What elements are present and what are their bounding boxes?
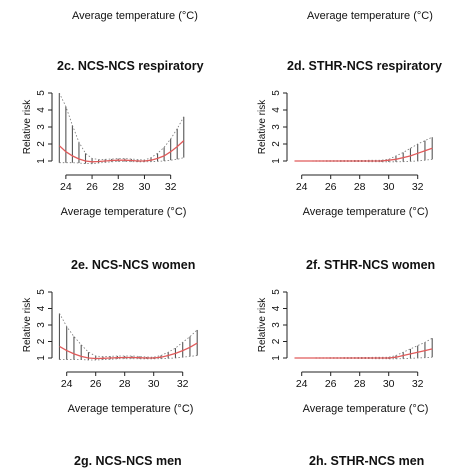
- x-axis-label: Average temperature (°C): [303, 403, 429, 415]
- x-tick-label: 28: [112, 181, 124, 193]
- x-tick-label: 28: [354, 181, 366, 193]
- panel-title-2c: 2c. NCS-NCS respiratory: [57, 59, 204, 73]
- y-tick-label: 4: [36, 305, 47, 311]
- panel-title-2e: 2e. NCS-NCS women: [71, 258, 196, 272]
- ci-lower-dotted: [294, 356, 433, 360]
- y-tick-label: 2: [36, 141, 47, 147]
- panel-title-2f: 2f. STHR-NCS women: [306, 258, 436, 272]
- y-tick-label: 3: [36, 124, 47, 130]
- panel-title-2d: 2d. STHR-NCS respiratory: [287, 59, 442, 73]
- y-tick-label: 4: [271, 107, 282, 113]
- x-tick-label: 24: [296, 378, 308, 390]
- x-tick-label: 26: [86, 181, 98, 193]
- y-axis-label: Relative risk: [22, 99, 33, 154]
- y-axis-label: Relative risk: [257, 99, 268, 154]
- rr-curve: [294, 147, 433, 162]
- x-tick-label: 30: [383, 181, 395, 193]
- y-tick-label: 1: [271, 355, 282, 361]
- rr-curve: [294, 348, 433, 359]
- x-tick-label: 26: [325, 181, 337, 193]
- top-x-axis-caption-right: Average temperature (°C): [307, 10, 433, 22]
- x-tick-label: 32: [177, 378, 189, 390]
- x-tick-label: 24: [296, 181, 308, 193]
- x-tick-label: 30: [383, 378, 395, 390]
- y-tick-label: 3: [36, 322, 47, 328]
- top-x-axis-caption-left: Average temperature (°C): [72, 10, 198, 22]
- panel-title-2g: 2g. NCS-NCS men: [74, 454, 182, 468]
- x-tick-label: 32: [412, 378, 424, 390]
- panel-title-2h: 2h. STHR-NCS men: [309, 454, 425, 468]
- y-tick-label: 3: [271, 124, 282, 130]
- y-tick-label: 1: [36, 158, 47, 164]
- x-axis-label: Average temperature (°C): [68, 403, 194, 415]
- x-tick-label: 32: [165, 181, 177, 193]
- x-tick-label: 28: [354, 378, 366, 390]
- x-axis-label: Average temperature (°C): [61, 206, 187, 218]
- x-tick-label: 24: [61, 378, 73, 390]
- y-tick-label: 1: [271, 158, 282, 164]
- y-tick-label: 5: [271, 90, 282, 96]
- x-tick-label: 26: [90, 378, 102, 390]
- x-tick-label: 26: [325, 378, 337, 390]
- x-tick-label: 28: [119, 378, 131, 390]
- y-tick-label: 2: [271, 141, 282, 147]
- x-axis-label: Average temperature (°C): [303, 206, 429, 218]
- rr-curve: [58, 140, 185, 163]
- y-tick-label: 1: [36, 355, 47, 361]
- y-tick-label: 5: [271, 289, 282, 295]
- ci-upper-dotted: [59, 313, 198, 358]
- y-axis-label: Relative risk: [257, 297, 268, 352]
- x-tick-label: 30: [139, 181, 151, 193]
- x-tick-label: 32: [412, 181, 424, 193]
- y-tick-label: 4: [271, 305, 282, 311]
- ci-lower-dotted: [294, 158, 433, 163]
- ci-upper-dotted: [294, 337, 433, 359]
- y-tick-label: 2: [36, 338, 47, 344]
- y-tick-label: 5: [36, 90, 47, 96]
- y-axis-label: Relative risk: [22, 297, 33, 352]
- y-tick-label: 5: [36, 289, 47, 295]
- y-tick-label: 2: [271, 338, 282, 344]
- y-tick-label: 3: [271, 322, 282, 328]
- x-tick-label: 24: [60, 181, 72, 193]
- x-tick-label: 30: [148, 378, 160, 390]
- y-tick-label: 4: [36, 107, 47, 113]
- rr-curve: [59, 342, 198, 360]
